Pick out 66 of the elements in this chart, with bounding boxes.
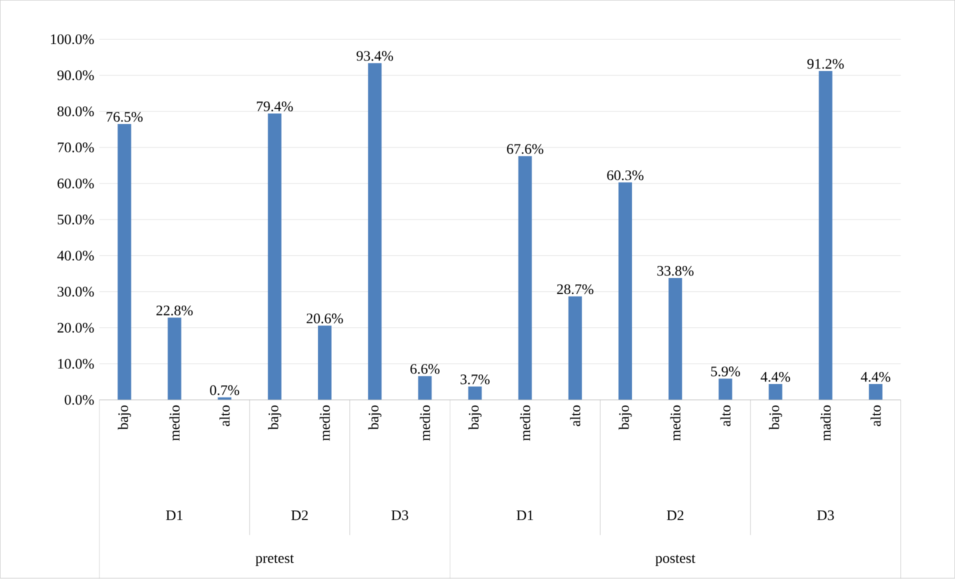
bar — [468, 386, 482, 400]
data-label: 33.8% — [657, 266, 694, 276]
x-tick-label: bajo — [268, 406, 282, 430]
bar — [168, 318, 182, 400]
y-tick-label: 10.0% — [58, 359, 94, 369]
x-tick-label: bajo — [118, 406, 131, 430]
data-label: 67.6% — [507, 144, 544, 154]
x-tick-label: medio — [420, 406, 430, 441]
y-tick-label: 0.0% — [64, 395, 94, 405]
y-tick-label: 60.0% — [58, 178, 94, 189]
data-label: 91.2% — [807, 59, 844, 70]
bar — [618, 182, 632, 400]
y-tick-label: 70.0% — [58, 142, 94, 153]
bar — [668, 278, 682, 400]
text: D1 — [166, 510, 182, 520]
x-tick-label: alto — [219, 406, 230, 426]
text: pretest — [256, 554, 294, 566]
y-tick-label: 90.0% — [57, 70, 94, 80]
text: D2 — [291, 510, 308, 520]
text: D3 — [391, 510, 408, 520]
data-label: 3.7% — [460, 374, 490, 385]
bar — [268, 114, 282, 400]
text: D3 — [817, 510, 834, 520]
x-tick-label: madio — [820, 406, 831, 441]
y-tick-label: 80.0% — [58, 106, 94, 117]
bar — [318, 326, 332, 400]
x-tick-label: bajo — [468, 406, 482, 430]
data-label: 4.4% — [760, 372, 790, 382]
x-tick-label: bajo — [618, 406, 632, 430]
x-tick-label: medio — [520, 406, 530, 441]
x-tick-label: alto — [720, 406, 731, 426]
x-tick-label: alto — [570, 406, 580, 426]
text: D2 — [666, 510, 684, 520]
data-label: 76.5% — [106, 112, 143, 122]
x-tick-label: medio — [670, 406, 680, 441]
y-tick-label: 50.0% — [58, 214, 94, 225]
data-label: 6.6% — [410, 364, 440, 374]
bar — [768, 384, 782, 400]
data-label: 93.4% — [356, 51, 394, 62]
text: postest — [655, 554, 696, 566]
x-tick-label: bajo — [768, 406, 782, 430]
y-tick-label: 100.0% — [51, 34, 94, 44]
y-tick-label: 20.0% — [58, 323, 94, 333]
y-tick-label: 40.0% — [57, 250, 94, 261]
x-tick-label: bajo — [368, 406, 382, 430]
data-label: 60.3% — [607, 170, 644, 180]
x-tick-label: alto — [870, 406, 881, 426]
data-label: 79.4% — [256, 102, 293, 112]
bar — [418, 376, 432, 400]
bar — [368, 63, 382, 400]
bar — [718, 378, 732, 400]
data-label: 20.6% — [306, 314, 343, 324]
y-tick-label: 30.0% — [58, 286, 94, 297]
bar — [818, 71, 832, 400]
data-label: 4.4% — [860, 372, 890, 382]
bar — [568, 296, 582, 400]
bar — [868, 384, 882, 400]
x-tick-label: medio — [169, 406, 180, 441]
data-label: 5.9% — [711, 366, 740, 377]
bar — [518, 156, 532, 400]
data-label: 28.7% — [557, 284, 594, 294]
bar — [118, 124, 132, 400]
x-tick-label: medio — [320, 406, 330, 441]
text: D1 — [516, 510, 534, 520]
data-label: 22.8% — [156, 306, 193, 316]
data-label: 0.7% — [210, 386, 240, 396]
